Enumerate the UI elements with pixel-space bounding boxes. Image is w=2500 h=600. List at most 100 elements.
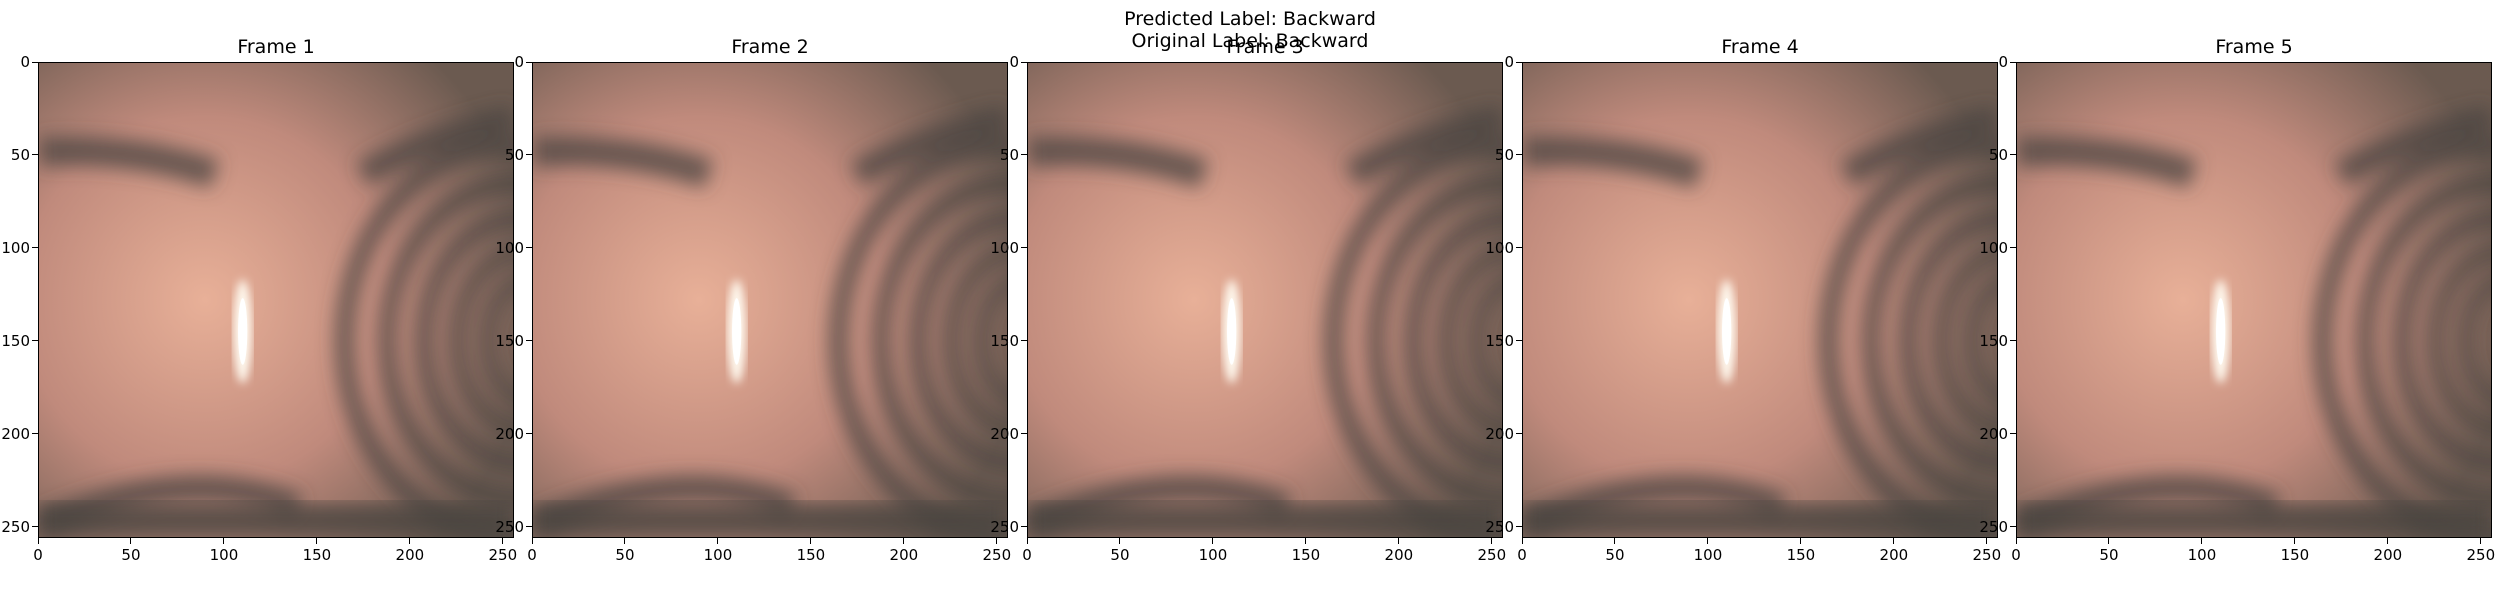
- x-tick-mark: [1398, 538, 1400, 544]
- y-tick-mark: [1516, 340, 1522, 342]
- x-tick-mark: [130, 538, 132, 544]
- x-tick-mark: [316, 538, 318, 544]
- frame-panel: [2016, 62, 2492, 538]
- endoscope-frame-image: [39, 63, 513, 537]
- y-tick-mark: [1516, 247, 1522, 249]
- y-tick-mark: [1021, 61, 1027, 63]
- frame-title: Frame 5: [2215, 36, 2293, 58]
- y-tick-mark: [2010, 154, 2016, 156]
- y-tick-label: 0: [20, 53, 30, 71]
- x-tick-label: 150: [302, 546, 332, 564]
- figure-title: Predicted Label: Backward Original Label…: [0, 8, 2500, 52]
- x-tick-mark: [2294, 538, 2296, 544]
- frame-panel: [1027, 62, 1503, 538]
- x-tick-label: 150: [1291, 546, 1321, 564]
- y-tick-mark: [526, 154, 532, 156]
- x-tick-label: 150: [2280, 546, 2310, 564]
- x-tick-label: 50: [2099, 546, 2119, 564]
- x-tick-label: 50: [615, 546, 635, 564]
- x-tick-label: 100: [703, 546, 733, 564]
- x-tick-mark: [1305, 538, 1307, 544]
- frame-title: Frame 2: [731, 36, 809, 58]
- x-tick-label: 100: [1198, 546, 1228, 564]
- x-tick-label: 0: [1022, 546, 1032, 564]
- y-tick-mark: [32, 61, 38, 63]
- x-tick-label: 250: [1972, 546, 2002, 564]
- y-tick-mark: [1021, 154, 1027, 156]
- x-tick-mark: [1800, 538, 1802, 544]
- y-tick-label: 100: [990, 238, 1019, 257]
- y-tick-label: 100: [1979, 238, 2008, 257]
- y-tick-mark: [526, 433, 532, 435]
- x-tick-label: 50: [1110, 546, 1130, 564]
- x-tick-mark: [1707, 538, 1709, 544]
- y-tick-mark: [2010, 526, 2016, 528]
- x-tick-mark: [717, 538, 719, 544]
- y-tick-label: 50: [504, 145, 524, 164]
- y-tick-label: 250: [1485, 517, 1514, 536]
- y-tick-mark: [526, 526, 532, 528]
- y-tick-mark: [32, 526, 38, 528]
- endoscope-frame-image: [533, 63, 1007, 537]
- y-tick-label: 200: [1485, 424, 1514, 443]
- y-tick-label: 100: [1, 238, 30, 257]
- y-tick-label: 150: [1485, 331, 1514, 350]
- x-tick-label: 50: [121, 546, 141, 564]
- original-label: Original Label: Backward: [1131, 30, 1369, 52]
- x-tick-label: 150: [796, 546, 826, 564]
- y-tick-mark: [526, 340, 532, 342]
- x-tick-mark: [409, 538, 411, 544]
- y-tick-mark: [1021, 247, 1027, 249]
- y-tick-label: 100: [495, 238, 524, 257]
- x-tick-label: 0: [1517, 546, 1527, 564]
- x-tick-label: 250: [982, 546, 1012, 564]
- y-tick-mark: [1516, 433, 1522, 435]
- x-tick-mark: [1212, 538, 1214, 544]
- y-tick-label: 150: [1979, 331, 2008, 350]
- y-tick-mark: [32, 154, 38, 156]
- y-tick-label: 250: [1, 517, 30, 536]
- x-tick-label: 0: [527, 546, 537, 564]
- endoscope-frame-image: [1523, 63, 1997, 537]
- x-tick-label: 0: [33, 546, 43, 564]
- y-tick-mark: [32, 340, 38, 342]
- y-tick-mark: [526, 247, 532, 249]
- x-tick-mark: [1491, 538, 1493, 544]
- frame-panel: [532, 62, 1008, 538]
- x-tick-mark: [1119, 538, 1121, 544]
- y-tick-label: 250: [495, 517, 524, 536]
- x-tick-mark: [996, 538, 998, 544]
- y-tick-label: 50: [10, 145, 30, 164]
- x-tick-mark: [502, 538, 504, 544]
- y-tick-mark: [1021, 340, 1027, 342]
- x-tick-label: 50: [1605, 546, 1625, 564]
- x-tick-label: 250: [2466, 546, 2496, 564]
- y-tick-label: 0: [1009, 53, 1019, 71]
- y-tick-label: 200: [1979, 424, 2008, 443]
- y-tick-mark: [1021, 526, 1027, 528]
- x-tick-mark: [37, 538, 39, 544]
- x-tick-mark: [1026, 538, 1028, 544]
- y-tick-mark: [32, 433, 38, 435]
- x-tick-mark: [624, 538, 626, 544]
- y-tick-label: 100: [1485, 238, 1514, 257]
- y-tick-mark: [526, 61, 532, 63]
- x-tick-label: 100: [2187, 546, 2217, 564]
- x-tick-label: 250: [1477, 546, 1507, 564]
- y-tick-label: 150: [495, 331, 524, 350]
- y-tick-mark: [2010, 340, 2016, 342]
- x-tick-label: 200: [2373, 546, 2403, 564]
- x-tick-label: 200: [1879, 546, 1909, 564]
- y-tick-label: 200: [990, 424, 1019, 443]
- y-tick-mark: [2010, 247, 2016, 249]
- x-tick-mark: [1521, 538, 1523, 544]
- y-tick-label: 250: [1979, 517, 2008, 536]
- y-tick-label: 50: [1988, 145, 2008, 164]
- y-tick-mark: [1021, 433, 1027, 435]
- y-tick-label: 200: [1, 424, 30, 443]
- y-tick-mark: [1516, 526, 1522, 528]
- x-tick-mark: [2201, 538, 2203, 544]
- y-tick-label: 150: [1, 331, 30, 350]
- x-tick-mark: [223, 538, 225, 544]
- x-tick-mark: [2015, 538, 2017, 544]
